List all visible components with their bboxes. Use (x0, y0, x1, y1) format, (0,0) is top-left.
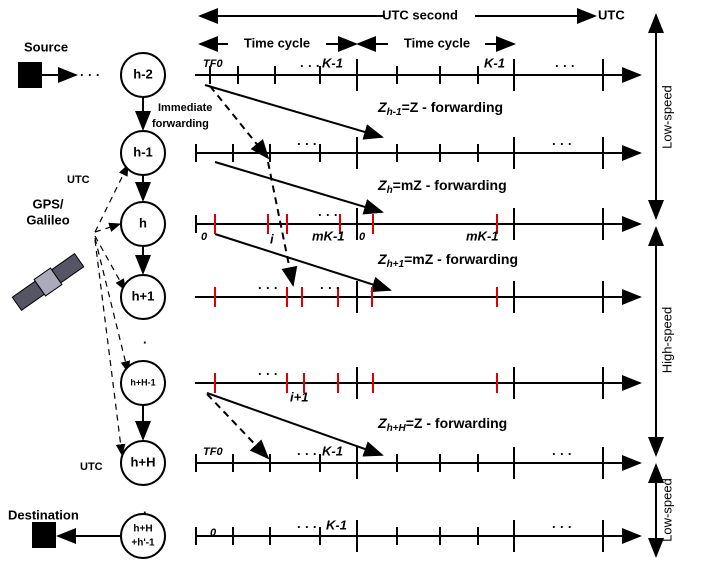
dots: · · · (552, 136, 572, 151)
forwarding-label: Zh-1=Z - forwarding (377, 99, 503, 118)
node-circle (120, 513, 166, 559)
rest: =mZ - forwarding (393, 177, 507, 193)
destination: Destination (8, 507, 79, 522)
side-label: Low-speed (659, 85, 674, 149)
mark: TF0 (203, 58, 223, 70)
forwarding-label: Zh+1=mZ - forwarding (377, 251, 518, 270)
dots: · · · (552, 446, 572, 461)
forwarding-label: Zh+H=Z - forwarding (377, 415, 507, 434)
dots: · · · (297, 519, 317, 534)
node-label: h (139, 215, 147, 230)
dots: · · · (258, 366, 278, 381)
side-label: Low-speed (659, 478, 674, 542)
z: Z (377, 415, 387, 431)
dots: · · · (300, 58, 320, 73)
dots: · · · (297, 446, 317, 461)
source: Source (24, 39, 68, 54)
mark: K-1 (484, 55, 505, 70)
utc-second: UTC second (382, 7, 458, 22)
side-label: High-speed (659, 307, 674, 374)
dots: · · · (80, 67, 100, 82)
mark: 0 (201, 231, 208, 243)
utc: UTC (598, 7, 625, 22)
nodes: h-2 h-1 h h+1 h+H h+H-1 h+H +h'-1 (120, 52, 166, 559)
forwarding: forwarding (152, 118, 209, 130)
node-circle (120, 201, 166, 247)
node-label: h-1 (133, 144, 153, 159)
rest: =mZ - forwarding (404, 251, 518, 267)
node-circle (120, 274, 166, 320)
z: Z (377, 99, 387, 115)
mark: TF0 (203, 446, 223, 458)
immediate: Immediate (158, 102, 212, 114)
gps: GPS/ (32, 196, 63, 211)
time-cycle: Time cycle (404, 35, 470, 50)
subscript: h-1 (387, 107, 402, 118)
galileo: Galileo (26, 212, 69, 227)
utc: UTC (80, 461, 103, 473)
dots: · · · (320, 280, 340, 295)
node-label: h-2 (133, 66, 153, 81)
forwarding-label: Zh=mZ - forwarding (377, 177, 507, 196)
node-label: h+H-1 (130, 377, 155, 387)
mark: mK-1 (312, 228, 345, 243)
node-label: +h'-1 (131, 538, 155, 549)
mark: mK-1 (466, 228, 499, 243)
dots: · · · (552, 519, 572, 534)
mark: i+1 (290, 389, 308, 404)
time-cycle: Time cycle (244, 35, 310, 50)
timelines: · · · · · · · · · · · · · · · · · · · · · · · ·… (195, 58, 642, 552)
mark: K-1 (322, 55, 343, 70)
node-label: h+1 (132, 288, 155, 303)
satellite-icon (11, 252, 85, 312)
node-circle (120, 52, 166, 98)
subscript: h+1 (387, 259, 405, 270)
node-label: h+H (133, 524, 152, 535)
dots: · · · (555, 58, 575, 73)
node-circle (120, 130, 166, 176)
destination-block (32, 522, 56, 548)
mark: 0 (210, 527, 217, 539)
mark: K-1 (326, 517, 347, 532)
mark: i (270, 231, 274, 246)
subscript: h+H (387, 423, 407, 434)
dots: · · · (258, 280, 278, 295)
node-circle (120, 360, 166, 406)
mark: 0 (359, 231, 366, 243)
layout (40, 8, 664, 558)
rest: =Z - forwarding (406, 415, 508, 431)
subscript: h (387, 185, 393, 196)
dots: · · · (297, 136, 317, 151)
z: Z (377, 251, 387, 267)
rest: =Z - forwarding (402, 99, 504, 115)
source-block (18, 62, 42, 88)
mark: K-1 (322, 443, 343, 458)
utc: UTC (67, 174, 90, 186)
z: Z (377, 177, 387, 193)
node-circle (120, 440, 166, 486)
dot: . (143, 331, 147, 346)
node-label: h+H (131, 454, 156, 469)
dot: . (143, 501, 147, 516)
dots: · · · (318, 207, 338, 222)
